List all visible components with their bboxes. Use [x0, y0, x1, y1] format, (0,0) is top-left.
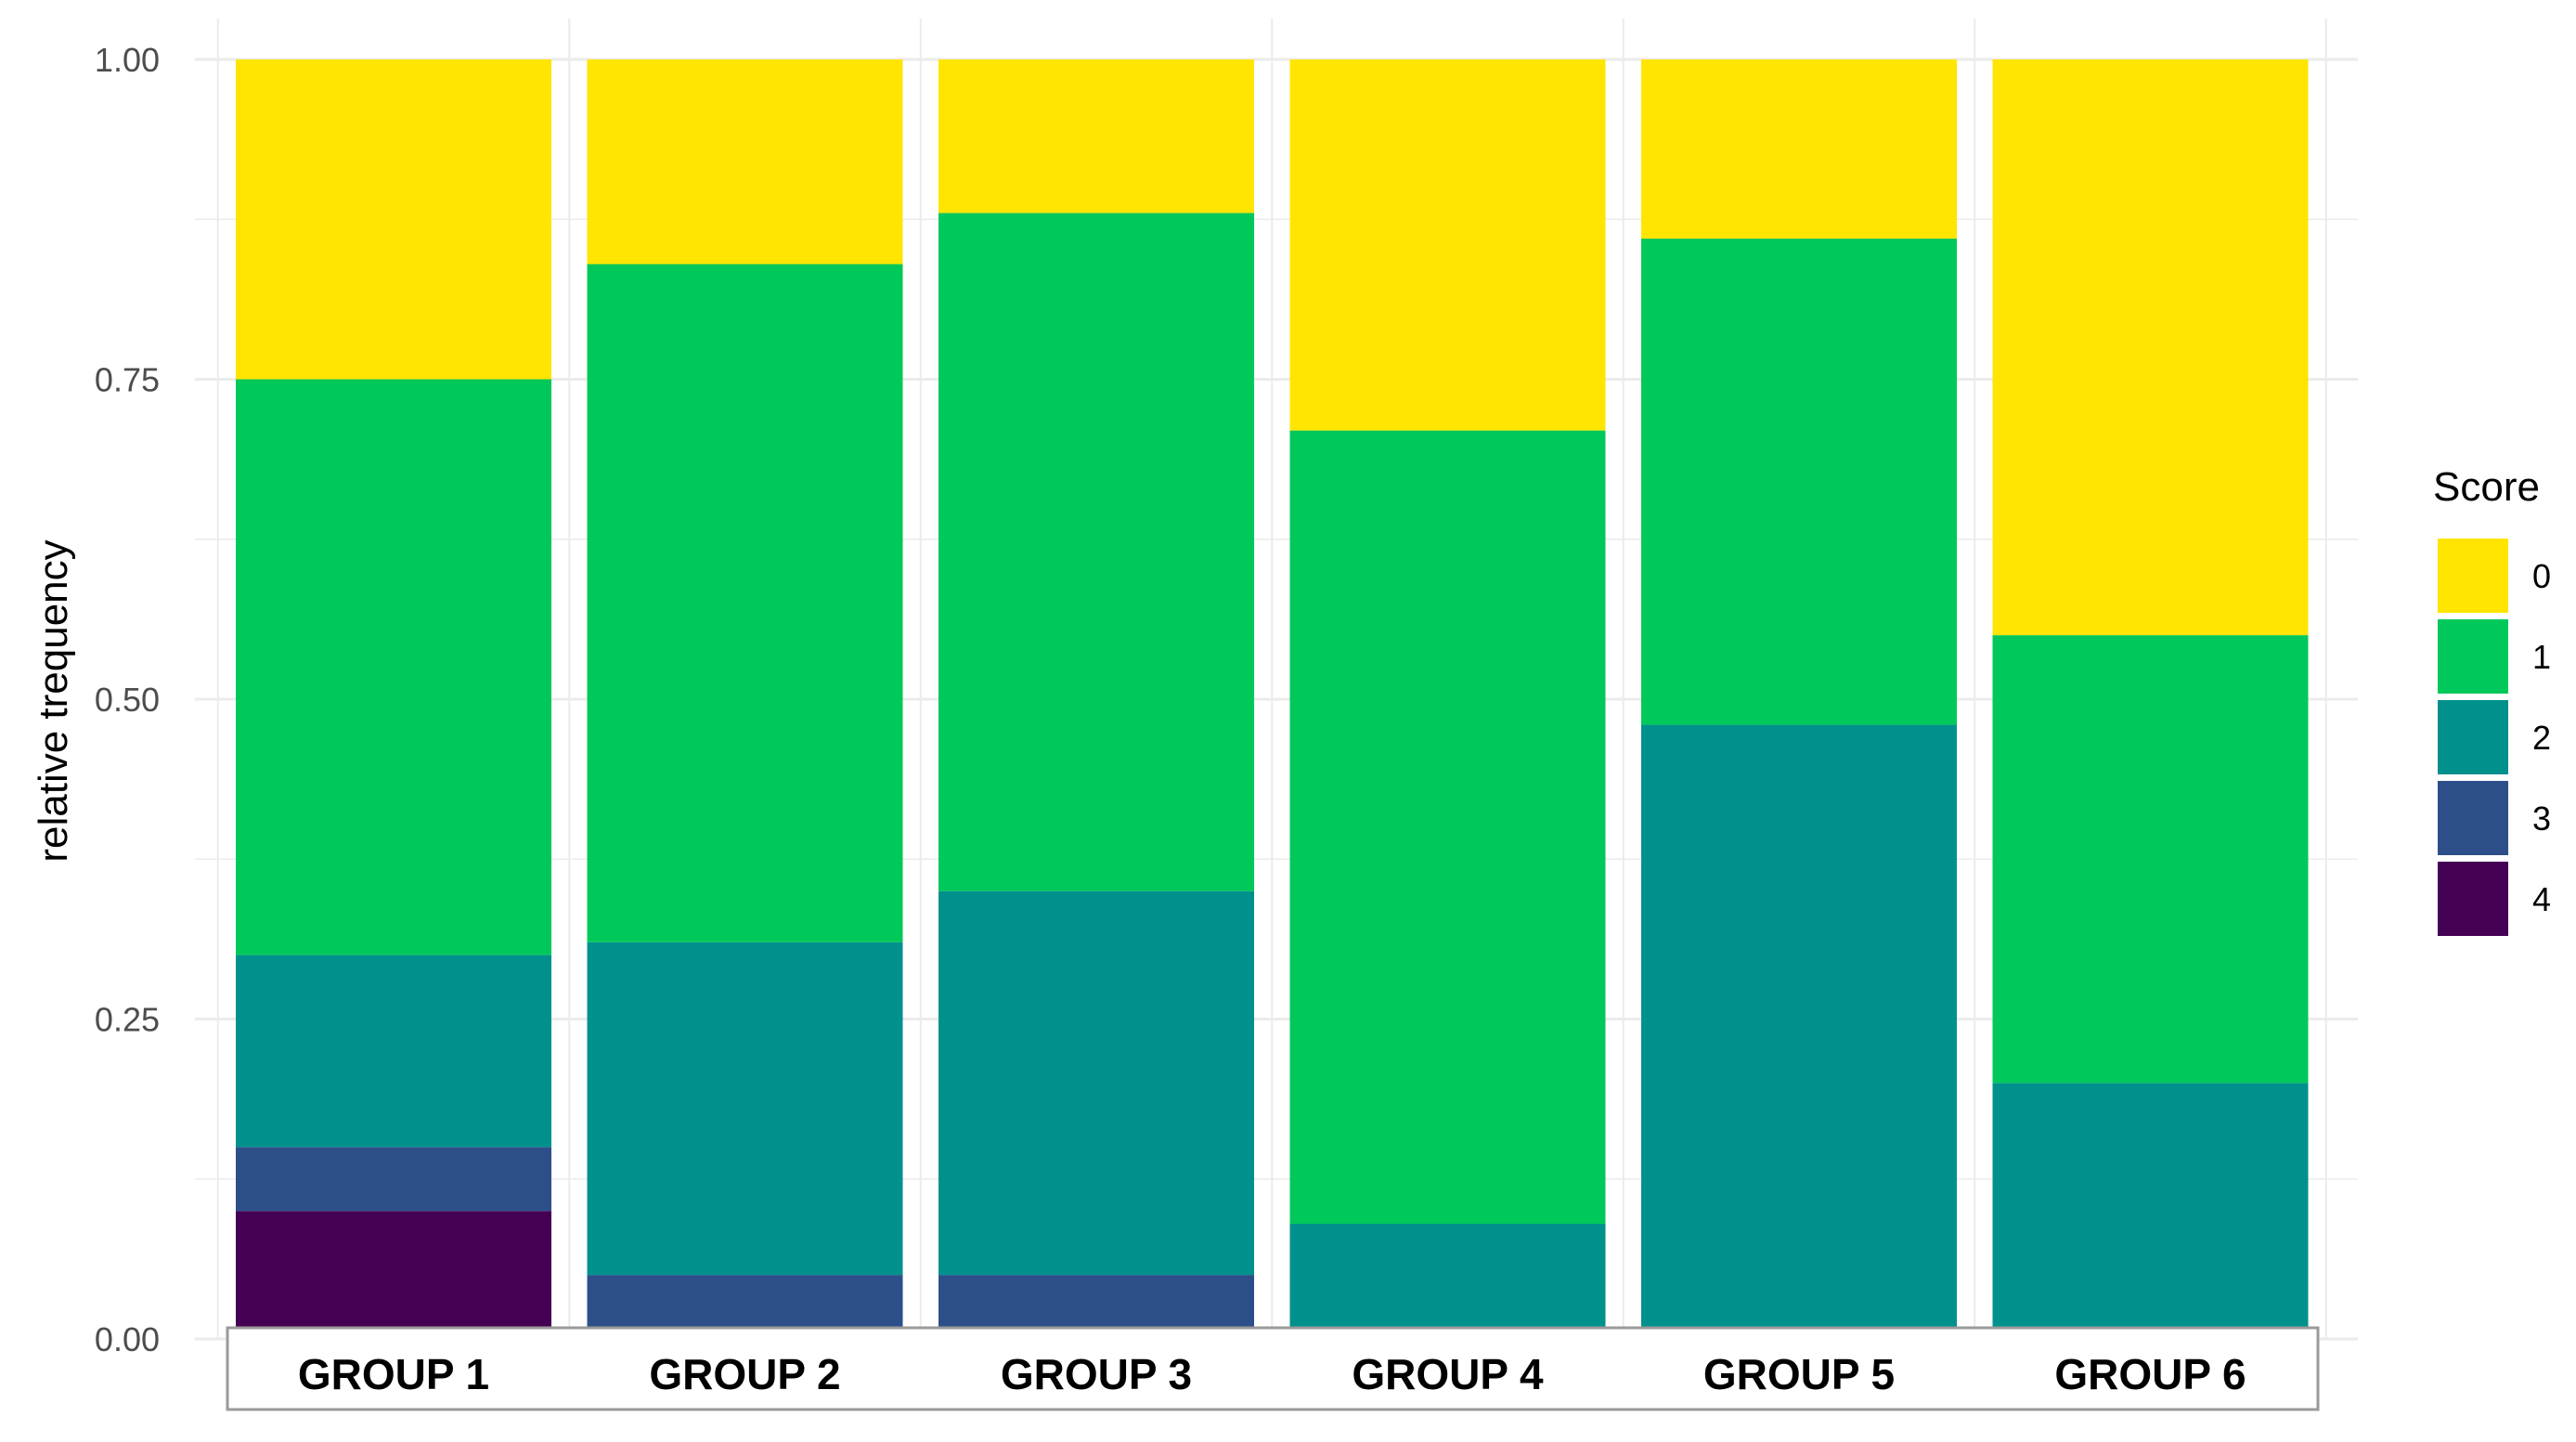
bars — [236, 59, 2309, 1339]
y-tick-label: 0.75 — [95, 361, 160, 399]
y-axis-ticks: 0.00 0.25 0.50 0.75 1.00 — [95, 41, 160, 1358]
bar-segment-score-0 — [1992, 59, 2309, 636]
legend-label: 4 — [2532, 880, 2551, 918]
bar-segment-score-1 — [1641, 238, 1957, 725]
legend-label: 0 — [2532, 557, 2551, 595]
y-axis-title: relative trequency — [31, 539, 76, 862]
category-label: GROUP 2 — [649, 1350, 840, 1398]
bar-segment-score-1 — [938, 213, 1254, 891]
bar-segment-score-0 — [236, 59, 551, 380]
bar-segment-score-0 — [938, 59, 1254, 214]
grid-lines — [195, 19, 2358, 1341]
bar-segment-score-2 — [587, 942, 903, 1276]
y-tick-label: 0.50 — [95, 681, 160, 719]
legend-label: 1 — [2532, 638, 2551, 676]
bar-segment-score-3 — [236, 1147, 551, 1212]
bar-segment-score-1 — [236, 379, 551, 955]
bar-segment-score-1 — [587, 264, 903, 942]
legend-label: 2 — [2532, 719, 2551, 757]
bar-segment-score-2 — [1641, 724, 1957, 1339]
legend-title: Score — [2433, 464, 2540, 510]
category-label: GROUP 3 — [1001, 1350, 1192, 1398]
y-tick-label: 0.00 — [95, 1320, 160, 1358]
bar-segment-score-0 — [587, 59, 903, 265]
bar-segment-score-2 — [236, 955, 551, 1148]
legend-label: 3 — [2532, 799, 2551, 838]
legend-swatch — [2438, 619, 2508, 694]
bar-segment-score-0 — [1289, 59, 1606, 431]
category-labels: GROUP 1 GROUP 2 GROUP 3 GROUP 4 GROUP 5 GROUP… — [298, 1350, 2246, 1398]
bar-segment-score-0 — [1641, 59, 1957, 239]
bar-segment-score-2 — [1289, 1223, 1606, 1339]
legend-swatch — [2438, 539, 2508, 613]
category-label: GROUP 6 — [2054, 1350, 2246, 1398]
bar-segment-score-2 — [938, 890, 1254, 1276]
legend-swatch — [2438, 781, 2508, 855]
category-axis-box — [226, 1326, 2320, 1411]
legend-swatch — [2438, 700, 2508, 774]
y-tick-label: 0.25 — [95, 1001, 160, 1039]
legend: Score 0 1 2 3 4 — [2433, 464, 2551, 936]
legend-swatch — [2438, 862, 2508, 936]
bar-segment-score-1 — [1992, 635, 2309, 1084]
bar-segment-score-4 — [236, 1211, 551, 1339]
bar-segment-score-2 — [1992, 1083, 2309, 1339]
bar-segment-score-1 — [1289, 430, 1606, 1224]
y-tick-label: 1.00 — [95, 41, 160, 79]
category-label: GROUP 1 — [298, 1350, 489, 1398]
category-label: GROUP 4 — [1352, 1350, 1544, 1398]
category-label: GROUP 5 — [1703, 1350, 1895, 1398]
